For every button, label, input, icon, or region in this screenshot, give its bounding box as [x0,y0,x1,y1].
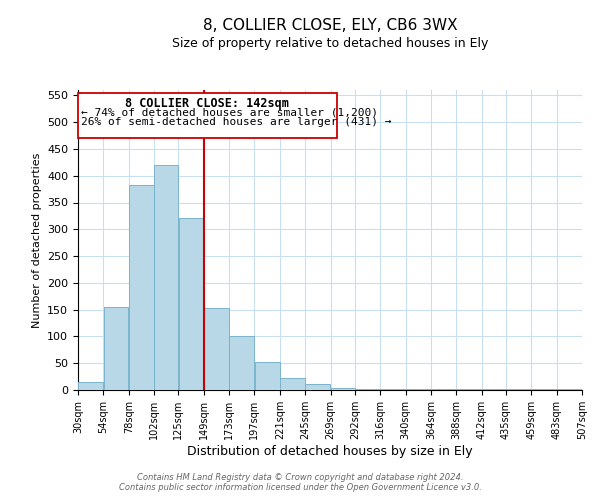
Text: 8, COLLIER CLOSE, ELY, CB6 3WX: 8, COLLIER CLOSE, ELY, CB6 3WX [203,18,457,32]
Bar [355,389,380,390]
Bar [280,378,305,390]
Bar [229,336,254,390]
Y-axis label: Number of detached properties: Number of detached properties [32,152,41,328]
Text: 26% of semi-detached houses are larger (431) →: 26% of semi-detached houses are larger (… [81,118,392,128]
FancyBboxPatch shape [78,92,337,138]
Bar [255,362,280,390]
Bar [154,165,178,390]
Text: Size of property relative to detached houses in Ely: Size of property relative to detached ho… [172,38,488,51]
Bar [331,388,355,390]
X-axis label: Distribution of detached houses by size in Ely: Distribution of detached houses by size … [187,444,473,458]
Bar [78,382,103,390]
Bar [179,218,203,390]
Text: ← 74% of detached houses are smaller (1,200): ← 74% of detached houses are smaller (1,… [81,108,378,118]
Bar [129,186,154,390]
Bar [204,308,229,390]
Text: 8 COLLIER CLOSE: 142sqm: 8 COLLIER CLOSE: 142sqm [125,98,289,110]
Bar [104,307,128,390]
Bar [305,384,330,390]
Text: Contains HM Land Registry data © Crown copyright and database right 2024.
Contai: Contains HM Land Registry data © Crown c… [119,473,481,492]
